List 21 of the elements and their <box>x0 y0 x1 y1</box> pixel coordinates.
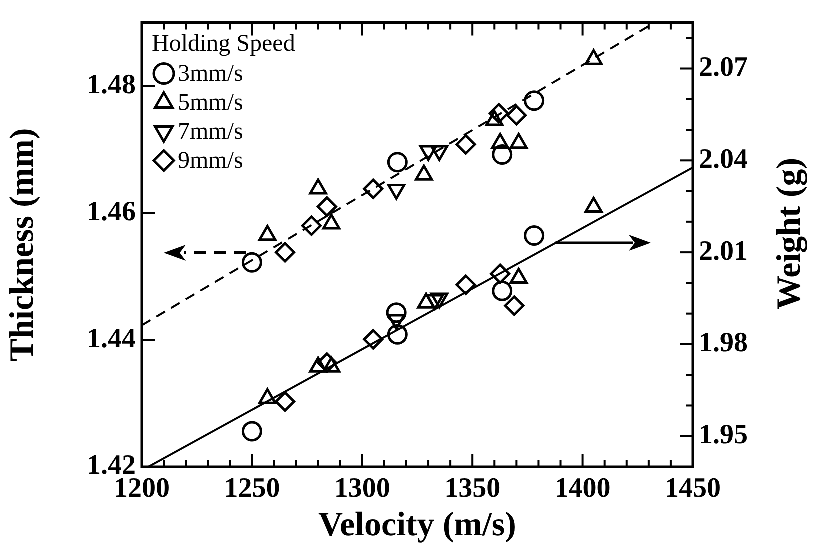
y2-axis-title: Weight (g) <box>771 157 809 310</box>
x-tick-label: 1350 <box>444 473 501 504</box>
y-tick-label: 1.44 <box>87 323 136 354</box>
legend-title: Holding Speed <box>152 31 296 58</box>
legend-label: 3mm/s <box>178 61 244 88</box>
y-axis-title: Thickness (mm) <box>4 128 42 362</box>
x-tick-label: 1450 <box>665 473 721 504</box>
legend-label: 9mm/s <box>178 148 244 174</box>
x-tick-label: 1400 <box>554 473 611 504</box>
y2-tick-label: 1.95 <box>699 420 748 451</box>
y2-tick-label: 2.07 <box>699 52 748 83</box>
y-tick-label: 1.46 <box>87 196 136 228</box>
y2-tick-label: 1.98 <box>699 328 748 359</box>
y2-tick-label: 2.04 <box>699 144 748 175</box>
x-tick-label: 1300 <box>334 473 390 504</box>
y2-tick-label: 2.01 <box>699 236 748 267</box>
legend-label: 5mm/s <box>178 90 244 116</box>
x-tick-label: 1250 <box>224 473 280 504</box>
x-axis-title: Velocity (m/s) <box>318 506 516 544</box>
legend-label: 7mm/s <box>178 119 244 146</box>
y-tick-label: 1.48 <box>87 69 136 100</box>
